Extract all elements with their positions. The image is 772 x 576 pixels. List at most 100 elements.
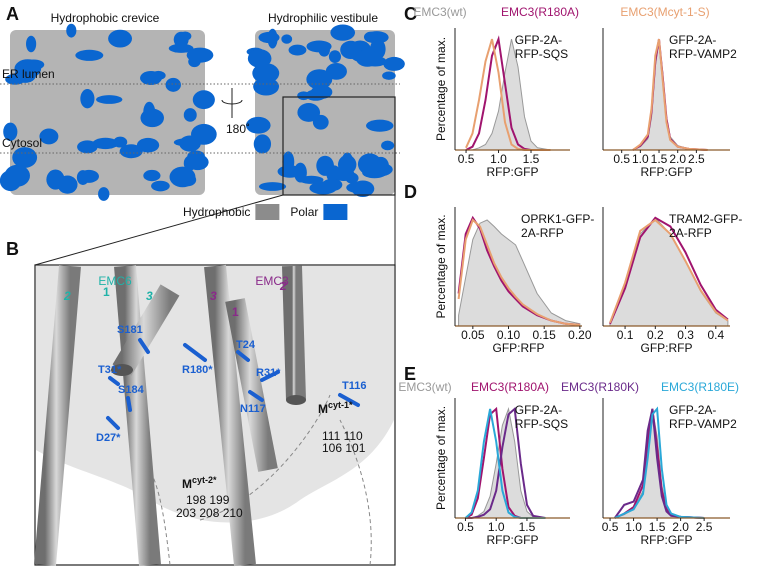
side-chains	[106, 338, 360, 430]
construct-label: RFP-VAMP2	[669, 47, 737, 61]
construct-label: GFP-2A-	[669, 33, 716, 47]
panel-label: E	[404, 364, 416, 384]
surface-polar	[381, 140, 395, 151]
surface-polar	[169, 166, 196, 188]
chart: 0.05 0.10 0.15 0.20 GFP:RFP Percentage of max…	[434, 207, 594, 355]
x-tick-label: 0.5	[602, 520, 619, 534]
construct-label: RFP-VAMP2	[669, 417, 737, 431]
histogram-line	[614, 406, 705, 519]
residue-label: N117	[240, 403, 266, 415]
surface-polar	[151, 180, 170, 192]
motif-sup: cyt-1*	[328, 400, 353, 410]
helix	[34, 265, 81, 566]
structure-title: Hydrophilic vestibule	[268, 11, 378, 25]
x-axis-label: RFP:GFP	[640, 533, 692, 547]
helix	[204, 264, 256, 567]
panel-label: D	[404, 182, 417, 202]
surface-polar	[140, 70, 162, 86]
surface-polar	[328, 50, 342, 63]
legend-label: EMC3(R180E)	[661, 380, 739, 394]
x-tick-label: 1.0	[625, 520, 642, 534]
surface-polar	[66, 23, 77, 38]
legend-label: EMC3(R180K)	[561, 380, 639, 394]
surface-polar	[281, 34, 293, 44]
motif-name: M	[318, 402, 328, 416]
helix-number: 1	[232, 305, 239, 319]
x-tick-label: 1.5	[651, 152, 668, 166]
motif-residues: 111 110	[322, 429, 363, 443]
motif-residues: 198 199	[186, 493, 230, 507]
helix-number: 3	[146, 289, 153, 303]
helix	[112, 284, 180, 376]
y-axis-label: Percentage of max.	[434, 214, 448, 318]
surface-polar	[332, 167, 355, 182]
x-tick-label: 2.5	[688, 152, 705, 166]
surface-polar	[330, 24, 356, 41]
residue-label: D27*	[96, 432, 121, 444]
surface-polar	[165, 77, 181, 92]
motif-residues: 203 208 210	[176, 506, 243, 520]
protein-label: EMC6	[98, 274, 132, 288]
construct-label: RFP-SQS	[515, 417, 568, 431]
x-tick-label: 1.5	[649, 520, 666, 534]
construct-label: 2A-RFP	[521, 226, 564, 240]
zoom-line	[34, 194, 284, 266]
surface-polar	[46, 169, 65, 190]
structure-title: Hydrophobic crevice	[51, 11, 160, 25]
loop-dashed	[339, 419, 372, 566]
helix	[225, 298, 278, 472]
surface-polar	[186, 154, 209, 171]
surface-polar	[173, 138, 202, 147]
histogram-line	[609, 216, 729, 325]
x-tick-label: 1.0	[488, 520, 505, 534]
surface-polar	[382, 71, 396, 80]
y-axis-label: Percentage of max.	[434, 37, 448, 141]
x-axis-label: RFP:GFP	[640, 165, 692, 179]
surface-polar	[186, 47, 214, 63]
helix-number: 2	[279, 279, 287, 293]
residue-label: T31*	[98, 364, 122, 376]
construct-label: GFP-2A-	[515, 33, 562, 47]
x-axis-label: RFP:GFP	[486, 533, 538, 547]
y-axis-label: Percentage of max.	[434, 406, 448, 510]
helix-end	[286, 395, 306, 405]
x-tick-label: 1.5	[523, 152, 540, 166]
x-tick-label: 0.5	[458, 152, 475, 166]
x-tick-label: 0.3	[677, 328, 694, 342]
surface-polar	[316, 155, 334, 176]
surface-polar	[14, 59, 42, 79]
surface-polar	[366, 119, 394, 132]
surface-polar	[39, 128, 59, 145]
loop-dashed	[199, 394, 331, 521]
surface-polar	[108, 29, 132, 48]
surface-polar	[258, 182, 287, 191]
surface-polar	[252, 63, 280, 84]
surface-polar	[12, 147, 38, 168]
x-tick-label: 0.2	[647, 328, 664, 342]
surface-polar	[26, 35, 37, 53]
residue-label: T24	[236, 339, 256, 351]
helix	[282, 265, 306, 401]
x-tick-label: 0.15	[533, 328, 557, 342]
histogram-line	[609, 218, 729, 324]
helix-end	[111, 364, 133, 376]
surface-polar	[143, 101, 156, 123]
detail-view	[34, 264, 394, 567]
loop-dashed	[149, 469, 171, 566]
residue-label: S181	[117, 324, 143, 336]
surface-polar	[192, 90, 215, 110]
surface-polar	[75, 49, 104, 61]
x-tick-label: 1.5	[519, 520, 536, 534]
x-axis-label: GFP:RFP	[492, 341, 544, 355]
x-tick-label: 0.5	[613, 152, 630, 166]
membrane-label: ER lumen	[2, 67, 55, 81]
surface-polar	[288, 44, 307, 56]
panel-label: A	[6, 4, 19, 24]
helix-number: 2	[63, 289, 71, 303]
surface-polar	[92, 137, 119, 150]
construct-label: TRAM2-GFP-	[669, 212, 742, 226]
surface-polar	[306, 40, 332, 53]
motif-sup: cyt-2*	[192, 475, 217, 485]
